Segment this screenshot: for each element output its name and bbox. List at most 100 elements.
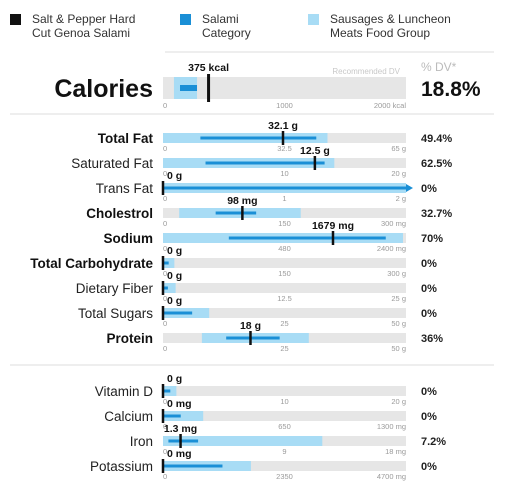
row-label: Calories xyxy=(54,75,153,103)
track-bar xyxy=(163,308,406,318)
nutrient-row: Potassium 0 mg0 2350 4700 mg 0% xyxy=(90,448,437,481)
category-range-bar xyxy=(226,336,280,340)
calories-row: Recommended DV % DV* Calories 375 kcal 0 1000… xyxy=(54,60,481,110)
row-label: Total Carbohydrate xyxy=(30,256,153,271)
value-marker xyxy=(161,256,165,270)
value-label: 0 g xyxy=(167,295,182,307)
tick-label: 0 xyxy=(163,194,167,203)
recommended-dv-label: Recommended DV xyxy=(332,67,400,76)
value-label: 0 g xyxy=(167,373,182,385)
tick-label: 300 g xyxy=(387,269,406,278)
category-range-bar xyxy=(163,311,193,315)
row-label: Total Sugars xyxy=(78,306,153,321)
dv-percent: 0% xyxy=(421,283,437,295)
tick-label: 1 xyxy=(282,194,286,203)
tick-label: 20 g xyxy=(391,397,406,406)
group-range-bar xyxy=(163,411,204,421)
tick-label: 18 mg xyxy=(385,447,406,456)
nutrient-row: Sodium 1679 mg 0 480 2400 mg 70% xyxy=(104,220,444,253)
row-label: Potassium xyxy=(90,459,153,474)
value-marker xyxy=(161,181,165,195)
row-label: Calcium xyxy=(104,409,153,424)
row-label: Saturated Fat xyxy=(71,156,153,171)
dv-percent: 7.2% xyxy=(421,436,446,448)
group-range-bar xyxy=(163,436,323,446)
category-range-bar xyxy=(163,186,406,190)
tick-label: 0 xyxy=(163,422,167,431)
row-label: Protein xyxy=(106,331,153,346)
dv-percent: 0% xyxy=(421,183,437,195)
nutrient-row: Vitamin D 0 g 0 10 20 g 0% xyxy=(95,373,437,406)
value-marker xyxy=(161,384,165,398)
category-range-bar xyxy=(163,464,223,468)
dv-percent: 0% xyxy=(421,308,437,320)
group-range-bar xyxy=(163,283,176,293)
value-label: 0 mg xyxy=(167,448,192,460)
tick-label: 1000 xyxy=(276,101,293,110)
dv-percent: 36% xyxy=(421,333,443,345)
tick-label: 2350 xyxy=(276,472,293,481)
dv-percent: 62.5% xyxy=(421,158,452,170)
track-bar xyxy=(163,461,406,471)
tick-label: 0 xyxy=(163,269,167,278)
track-bar xyxy=(163,77,406,99)
value-label: 98 mg xyxy=(227,195,257,207)
tick-label: 25 xyxy=(280,319,288,328)
dv-percent: 0% xyxy=(421,258,437,270)
value-label: 1.3 mg xyxy=(164,423,197,435)
track-bar xyxy=(163,386,406,396)
track-bar xyxy=(163,411,406,421)
dv-percent: 18.8% xyxy=(421,78,481,101)
tick-label: 0 xyxy=(163,397,167,406)
legend-swatch-icon xyxy=(180,14,191,25)
nutrient-row: Saturated Fat 12.5 g 0 10 20 g 62.5% xyxy=(71,145,452,178)
tick-label: 2 g xyxy=(396,194,406,203)
value-label: 0 g xyxy=(167,245,182,257)
nutrient-row: Total Fat 32.1 g 0 32.5 65 g 49.4% xyxy=(98,120,453,153)
value-label: 0 mg xyxy=(167,398,192,410)
value-label: 0 g xyxy=(167,270,182,282)
track-bar xyxy=(163,258,406,268)
dv-percent: 0% xyxy=(421,461,437,473)
row-label: Vitamin D xyxy=(95,384,154,399)
row-label: Dietary Fiber xyxy=(76,281,154,296)
dv-percent: 49.4% xyxy=(421,133,452,145)
track-bar xyxy=(163,283,406,293)
tick-label: 4700 mg xyxy=(377,472,406,481)
value-marker xyxy=(207,74,211,102)
category-range-bar xyxy=(228,236,386,240)
category-range-bar xyxy=(163,414,181,418)
tick-label: 50 g xyxy=(391,344,406,353)
value-label: 1679 mg xyxy=(312,220,354,232)
value-marker xyxy=(281,131,285,145)
tick-label: 0 xyxy=(163,219,167,228)
value-label: 32.1 g xyxy=(268,120,298,132)
dv-percent: 32.7% xyxy=(421,208,452,220)
tick-label: 2000 kcal xyxy=(374,101,406,110)
tick-label: 300 mg xyxy=(381,219,406,228)
value-marker xyxy=(313,156,317,170)
value-marker xyxy=(331,231,335,245)
tick-label: 0 xyxy=(163,244,167,253)
tick-label: 150 xyxy=(278,219,291,228)
row-label: Sodium xyxy=(104,231,154,246)
legend-label: Salami xyxy=(202,12,239,26)
tick-label: 12.5 xyxy=(277,294,292,303)
tick-label: 20 g xyxy=(391,169,406,178)
tick-label: 1300 mg xyxy=(377,422,406,431)
tick-label: 0 xyxy=(163,447,167,456)
tick-label: 25 g xyxy=(391,294,406,303)
tick-label: 0 xyxy=(163,344,167,353)
legend-swatch-icon xyxy=(308,14,319,25)
overflow-arrow-icon xyxy=(406,184,413,192)
value-label: 0 g xyxy=(167,170,182,182)
legend-label: Salt & Pepper Hard xyxy=(32,12,135,26)
nutrient-row: Cholestrol 98 mg 0 150 300 mg 32.7% xyxy=(86,195,452,228)
category-range-bar xyxy=(163,261,169,265)
tick-label: 65 g xyxy=(391,144,406,153)
